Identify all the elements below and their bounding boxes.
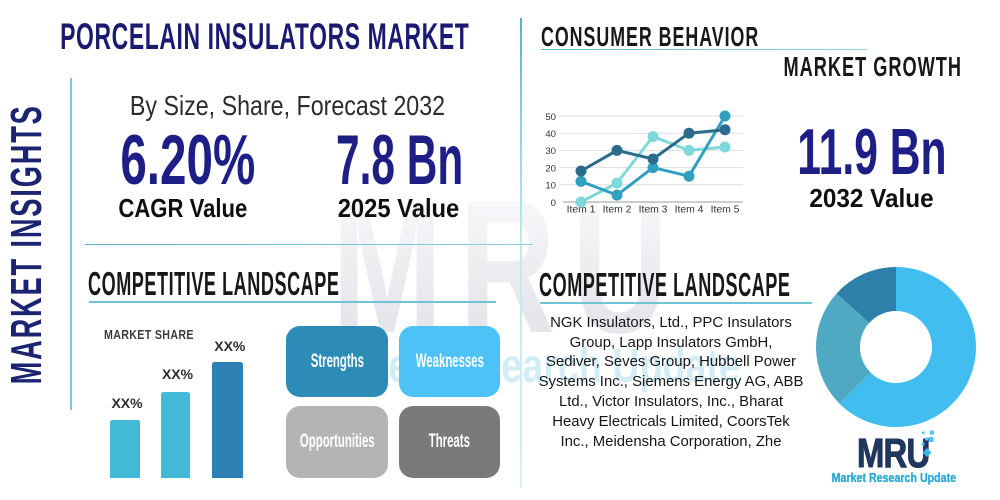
svg-text:40: 40: [545, 129, 556, 140]
svg-text:0: 0: [551, 198, 556, 209]
svg-text:Item 2: Item 2: [603, 205, 632, 216]
svg-text:30: 30: [545, 146, 556, 157]
svg-text:Item 5: Item 5: [711, 205, 740, 216]
svg-text:Item 1: Item 1: [567, 205, 596, 216]
svg-text:20: 20: [545, 163, 556, 174]
svg-text:50: 50: [545, 112, 556, 123]
svg-text:Item 3: Item 3: [639, 205, 668, 216]
svg-text:Item 4: Item 4: [675, 205, 704, 216]
svg-text:10: 10: [545, 181, 556, 192]
